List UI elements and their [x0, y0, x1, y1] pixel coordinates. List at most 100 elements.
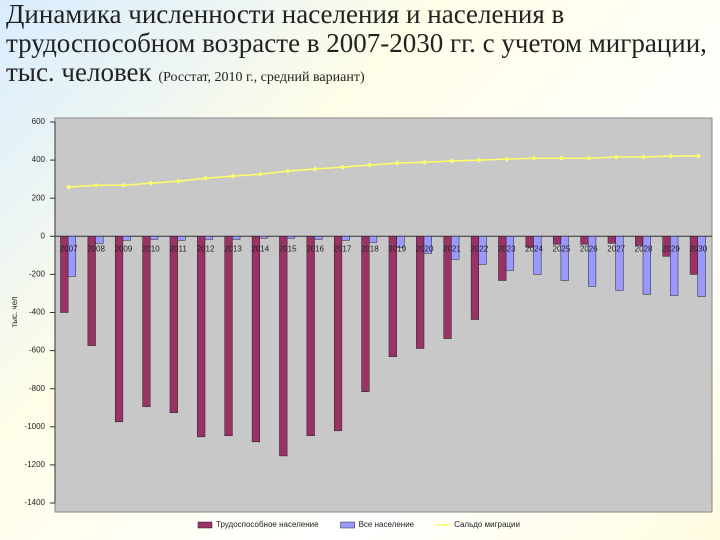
chart-subtitle: (Росстат, 2010 г., средний вариант): [158, 70, 365, 85]
bar: [150, 236, 159, 240]
bar: [232, 236, 241, 240]
legend-label: Трудоспособное население: [216, 520, 319, 529]
x-tick-label: 2024: [525, 244, 543, 253]
line-marker: [257, 171, 263, 177]
bar: [169, 236, 178, 413]
bar: [333, 236, 343, 432]
legend-label: Сальдо миграции: [454, 520, 520, 529]
x-tick-label: 2029: [662, 244, 680, 253]
bar: [279, 236, 288, 457]
bar: [478, 236, 487, 265]
bar: [607, 236, 616, 244]
line: [68, 155, 699, 188]
x-tick-label: 2011: [170, 244, 188, 253]
legend-swatch: [340, 521, 355, 529]
plot-area: [54, 117, 713, 513]
bar: [588, 236, 597, 287]
x-tick-label: 2021: [443, 244, 461, 253]
bar: [177, 236, 186, 241]
bar: [451, 236, 460, 260]
x-tick-label: 2018: [361, 244, 379, 253]
line-marker: [93, 182, 99, 188]
bar: [341, 236, 350, 241]
bar: [670, 236, 679, 296]
line-marker: [175, 178, 181, 184]
bar: [197, 236, 206, 438]
bar: [314, 236, 323, 240]
y-tick-label: -1400: [25, 498, 46, 507]
bar: [396, 236, 405, 248]
bar: [204, 236, 213, 240]
y-axis-label: тыс. чел: [10, 296, 19, 327]
y-tick-label: -1200: [25, 460, 46, 469]
line-marker: [449, 158, 455, 164]
x-tick-label: 2028: [635, 244, 653, 253]
x-tick-label: 2013: [224, 244, 242, 253]
line-marker: [230, 173, 236, 179]
bar: [67, 236, 77, 277]
legend-label: Все население: [359, 520, 415, 529]
line-marker: [120, 182, 126, 188]
y-tick-label: 400: [32, 155, 46, 164]
bar: [505, 236, 515, 271]
bar: [533, 236, 542, 275]
bar: [552, 236, 562, 245]
line-marker: [203, 175, 209, 181]
bar: [361, 236, 370, 392]
x-tick-label: 2017: [334, 244, 352, 253]
x-tick-label: 2023: [498, 244, 516, 253]
chart-title: Динамика численности населения и населен…: [6, 0, 707, 87]
bar: [87, 236, 96, 346]
x-tick-label: 2020: [416, 244, 434, 253]
bar: [416, 236, 425, 349]
line-marker: [66, 184, 72, 190]
legend-swatch: [197, 521, 213, 529]
y-tick-label: -600: [29, 346, 46, 355]
x-tick-label: 2007: [60, 244, 78, 253]
x-tick-label: 2010: [142, 244, 160, 253]
bar: [697, 236, 706, 297]
bar: [642, 236, 651, 295]
line-marker: [312, 166, 318, 172]
line-marker: [148, 180, 154, 186]
line-marker: [504, 156, 510, 162]
bar: [580, 236, 589, 245]
bar: [224, 236, 233, 437]
bar: [560, 236, 569, 281]
x-tick-label: 2012: [197, 244, 215, 253]
x-tick-label: 2009: [115, 244, 133, 253]
x-tick-label: 2027: [607, 244, 625, 253]
x-tick-label: 2016: [306, 244, 324, 253]
bar: [251, 236, 261, 443]
bar: [615, 236, 624, 291]
bar: [369, 236, 378, 243]
bar: [388, 236, 397, 357]
x-tick-label: 2008: [87, 244, 105, 253]
bar: [142, 236, 151, 408]
y-tick-label: -800: [29, 384, 46, 393]
x-tick-label: 2015: [279, 244, 297, 253]
bar: [470, 236, 480, 320]
bar: [443, 236, 452, 339]
x-tick-label: 2025: [553, 244, 571, 253]
y-tick-label: -1000: [25, 422, 46, 431]
x-tick-label: 2030: [689, 244, 707, 253]
y-tick-label: -200: [29, 270, 46, 279]
y-tick-label: -400: [29, 308, 46, 317]
x-tick-label: 2022: [470, 244, 488, 253]
x-tick-label: 2026: [580, 244, 598, 253]
y-tick-label: 600: [32, 117, 46, 126]
bar: [498, 236, 507, 281]
chart-title-block: Динамика численности населения и населен…: [6, 0, 718, 92]
line-marker: [285, 168, 291, 174]
y-tick-label: 0: [41, 231, 46, 240]
bar: [122, 236, 131, 241]
bar: [689, 236, 699, 275]
line-marker: [422, 159, 428, 165]
bar: [306, 236, 315, 437]
x-tick-label: 2019: [388, 244, 406, 253]
bar: [286, 236, 296, 239]
bar: [423, 236, 432, 254]
